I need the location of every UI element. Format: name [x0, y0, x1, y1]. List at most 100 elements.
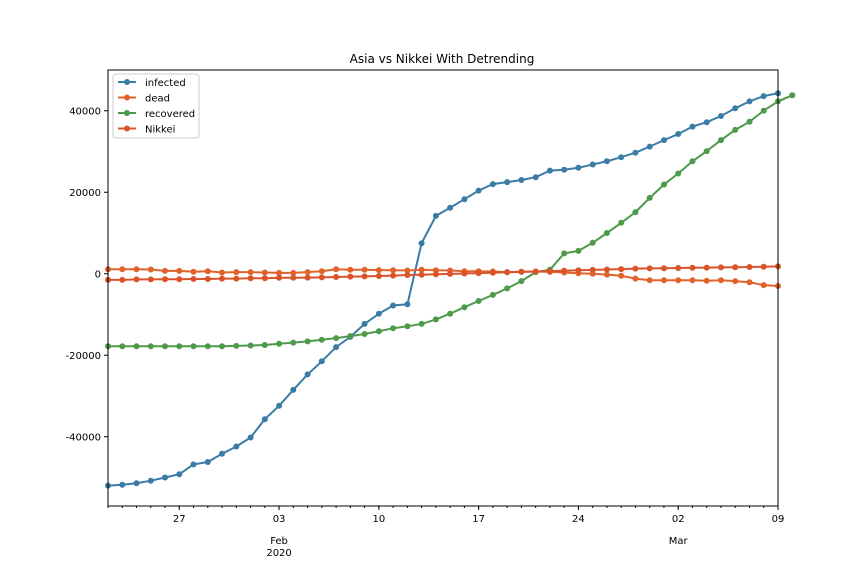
point-nikkei	[318, 274, 325, 281]
point-recovered	[276, 340, 283, 347]
point-nikkei	[404, 272, 411, 278]
point-recovered	[603, 230, 610, 236]
point-recovered	[375, 328, 382, 335]
point-recovered	[390, 325, 397, 332]
point-infected	[760, 93, 767, 100]
y-tick-label: -40000	[66, 433, 101, 444]
legend-marker	[124, 110, 130, 116]
legend-marker	[124, 79, 130, 85]
point-recovered	[504, 285, 511, 292]
point-nikkei	[447, 270, 454, 277]
point-recovered	[661, 181, 667, 188]
x-tick-sublabel: Feb	[270, 536, 288, 547]
point-nikkei	[732, 264, 739, 271]
point-dead	[176, 267, 183, 274]
point-nikkei	[461, 270, 468, 277]
point-nikkei	[689, 264, 696, 271]
point-dead	[190, 268, 197, 275]
point-recovered	[718, 137, 724, 144]
point-infected	[703, 119, 710, 126]
point-nikkei	[333, 274, 340, 280]
point-nikkei	[432, 271, 439, 278]
point-dead	[304, 269, 311, 276]
point-recovered	[318, 336, 325, 343]
point-dead	[632, 275, 639, 282]
point-recovered	[675, 170, 682, 177]
point-dead	[732, 278, 739, 285]
point-infected	[361, 320, 368, 327]
point-nikkei	[632, 265, 639, 272]
point-recovered	[618, 219, 625, 226]
point-infected	[375, 310, 382, 317]
point-dead	[675, 277, 682, 284]
point-recovered	[461, 304, 468, 311]
point-infected	[233, 443, 240, 450]
point-dead	[689, 277, 696, 284]
point-dead	[133, 266, 140, 273]
point-dead	[718, 277, 724, 284]
point-recovered	[575, 247, 582, 254]
point-nikkei	[646, 265, 653, 272]
point-infected	[162, 474, 168, 481]
point-recovered	[233, 342, 240, 349]
point-dead	[418, 266, 425, 273]
point-infected	[603, 158, 610, 165]
point-infected	[404, 301, 411, 308]
point-infected	[461, 196, 468, 203]
point-recovered	[347, 333, 354, 340]
x-tick-label: 03	[273, 514, 286, 525]
point-infected	[276, 402, 283, 409]
point-recovered	[404, 323, 411, 330]
point-dead	[746, 279, 753, 286]
line-infected	[107, 92, 779, 487]
point-infected	[147, 477, 154, 484]
point-dead	[760, 282, 767, 289]
point-nikkei	[561, 267, 568, 274]
point-nikkei	[504, 269, 511, 276]
point-infected	[204, 459, 211, 465]
point-dead	[703, 277, 710, 284]
legend-box	[112, 73, 200, 139]
point-dead	[646, 277, 653, 284]
point-infected	[290, 386, 297, 393]
legend-label: infected	[145, 78, 186, 89]
point-nikkei	[746, 264, 753, 270]
point-dead	[318, 268, 325, 275]
point-dead	[618, 272, 625, 279]
x-tick-label: 09	[772, 514, 785, 525]
point-recovered	[119, 343, 126, 350]
point-nikkei	[489, 269, 496, 276]
plot-frame	[107, 69, 779, 507]
point-recovered	[646, 194, 653, 201]
point-nikkei	[475, 270, 482, 277]
point-dead	[162, 267, 168, 274]
point-dead	[333, 266, 340, 273]
point-nikkei	[304, 274, 311, 281]
point-nikkei	[233, 275, 240, 282]
point-dead	[661, 277, 667, 284]
point-dead	[247, 269, 254, 276]
series-recovered	[105, 92, 796, 350]
point-recovered	[632, 209, 639, 216]
point-nikkei	[675, 265, 682, 271]
point-infected	[646, 143, 653, 150]
chart-title: Asia vs Nikkei With Detrending	[350, 52, 535, 66]
point-recovered	[147, 343, 154, 350]
point-dead	[603, 271, 610, 278]
legend-marker	[124, 94, 130, 101]
point-infected	[504, 179, 511, 186]
point-recovered	[489, 291, 496, 298]
point-recovered	[703, 148, 710, 155]
x-tick-label: 27	[173, 514, 186, 525]
point-nikkei	[261, 275, 268, 282]
y-tick-label: 20000	[69, 188, 101, 199]
point-nikkei	[133, 276, 140, 283]
x-tick-sublabel: 2020	[266, 548, 291, 559]
point-infected	[575, 164, 582, 171]
point-infected	[475, 187, 482, 194]
legend-marker	[124, 125, 130, 132]
point-nikkei	[361, 273, 368, 280]
point-nikkei	[532, 268, 539, 275]
point-dead	[219, 269, 225, 276]
